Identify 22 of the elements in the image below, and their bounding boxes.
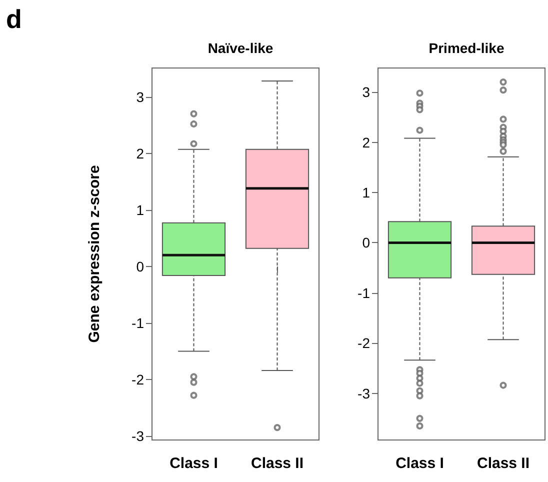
x-tick-label: Class I [396,455,444,472]
y-tick-label: 1 [136,202,144,218]
y-tick-label: 2 [362,134,370,150]
x-tick-label: Class II [476,455,530,472]
y-tick-label: -2 [132,372,144,388]
y-tick-label: 3 [362,84,370,100]
y-tick-label: 0 [136,258,144,274]
x-tick-label: Class I [170,455,218,472]
y-tick-label: -3 [132,428,144,444]
y-tick-label: -1 [132,314,144,331]
text: d [6,4,22,34]
y-tick-label: 0 [362,234,370,251]
y-tick-label: -2 [358,335,370,352]
y-tick-label: 2 [136,145,144,162]
y-tick-label: 3 [136,88,144,105]
chart-title: Naïve-like [208,40,274,56]
y-tick-label: 1 [362,184,370,200]
x-tick-label: Class II [250,455,304,472]
y-tick-label: -3 [358,385,370,402]
chart-title: Primed-like [428,40,504,56]
y-axis-title: Gene expression z-score [86,165,103,343]
y-tick-label: -1 [358,284,370,301]
